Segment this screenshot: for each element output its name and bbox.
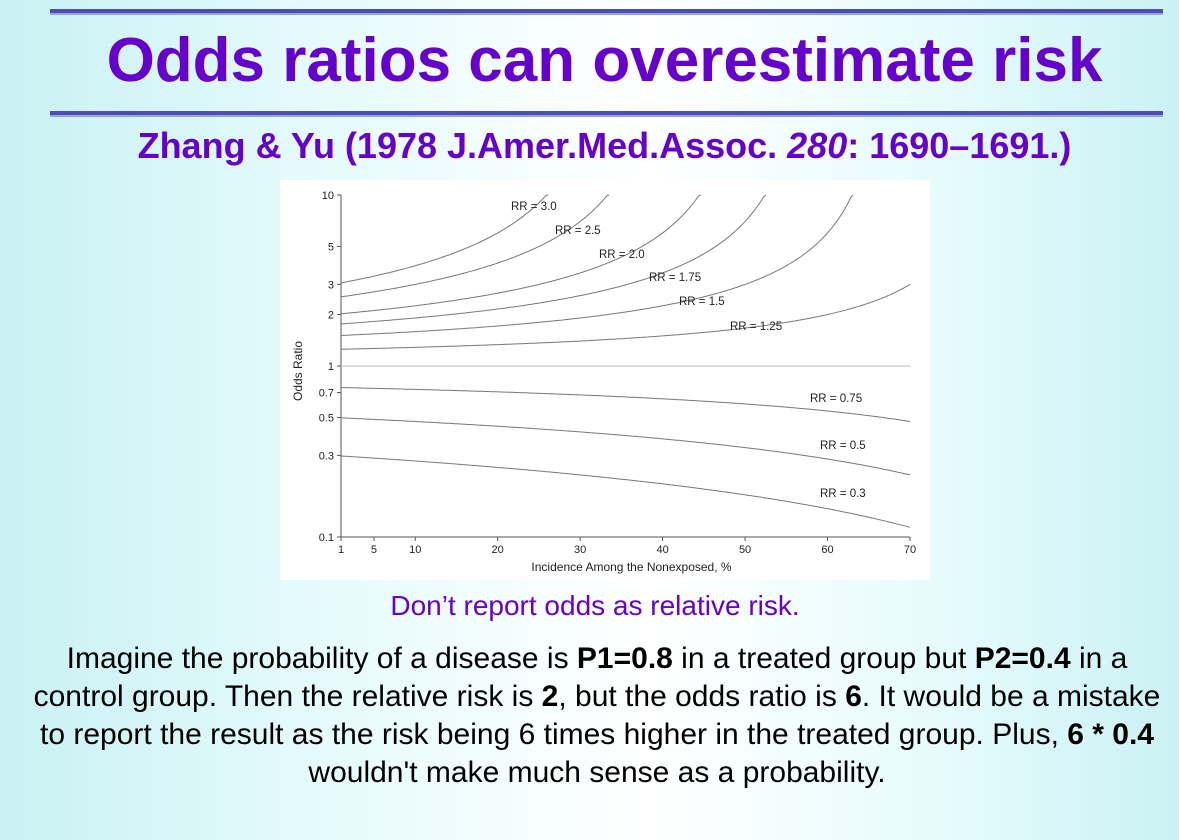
curve-rr-2-5 [340, 194, 610, 298]
body-bold-p1: P1=0.8 [576, 642, 673, 675]
y-axis-title: Odds Ratio [291, 341, 305, 401]
y-tick-label: 10 [322, 190, 334, 202]
y-tick-label: 5 [328, 241, 334, 253]
curve-label-rr-0-3: RR = 0.3 [820, 488, 866, 500]
curve-label-rr-1-25: RR = 1.25 [730, 321, 782, 333]
y-tick-label: 0.5 [319, 412, 334, 424]
body-text-2: in a treated group but [672, 642, 975, 675]
chart-curves [340, 194, 911, 528]
body-paragraph: Imagine the probability of a disease is … [22, 640, 1172, 792]
x-tick-label: 60 [821, 544, 833, 556]
y-tick-label: 0.1 [319, 532, 334, 544]
citation: Zhang & Yu (1978 J.Amer.Med.Assoc. 280: … [0, 124, 1179, 168]
citation-text-end: : 1690–1691.) [847, 125, 1072, 166]
slide-title: Odds ratios can overestimate risk [106, 26, 1103, 95]
curve-rr-0-75 [341, 387, 911, 422]
x-tick-label: 30 [574, 544, 586, 556]
x-tick-label: 10 [409, 544, 421, 556]
odds-ratio-chart: 1 5 10 20 30 40 50 60 70 0.1 0.3 0.5 0.7 1 2 3 5 10 Incide… [291, 190, 916, 574]
x-tick-label: 70 [904, 544, 916, 556]
caption: Don’t report odds as relative risk. [390, 590, 800, 621]
body-text-1: Imagine the probability of a disease is [66, 642, 577, 675]
body-text-4: , but the odds ratio is [558, 680, 846, 713]
curve-label-rr-2-5: RR = 2.5 [555, 225, 601, 237]
y-tick-label: 1 [328, 361, 334, 373]
body-bold-product: 6 * 0.4 [1067, 718, 1154, 751]
body-bold-p2: P2=0.4 [974, 642, 1071, 675]
title-rule-top [50, 9, 1163, 15]
curve-label-rr-2-0: RR = 2.0 [599, 249, 645, 261]
chart-labels: RR = 3.0 RR = 2.5 RR = 2.0 RR = 1.75 RR = 1.… [511, 201, 866, 500]
curve-label-rr-1-75: RR = 1.75 [649, 272, 701, 284]
curve-rr-1-75 [340, 194, 767, 325]
curve-rr-3-0 [340, 194, 549, 284]
curve-rr-1-25 [341, 283, 911, 350]
y-tick-label: 0.7 [319, 387, 334, 399]
body-text-5: . It would be a mistake to report the re… [40, 680, 1161, 751]
x-tick-label: 5 [371, 544, 377, 556]
chart-axes: 1 5 10 20 30 40 50 60 70 0.1 0.3 0.5 0.7 1 2 3 5 10 Incide… [291, 190, 916, 574]
citation-volume: 280 [787, 125, 848, 166]
body-text-3: in a control group. Then the relative ri… [33, 642, 1128, 713]
body-bold-or: 6 [845, 680, 862, 713]
title-rule-bottom [50, 111, 1163, 117]
x-tick-label: 20 [492, 544, 504, 556]
curve-rr-0-5 [341, 417, 911, 476]
curve-rr-1-5 [340, 194, 854, 336]
body-bold-rr: 2 [541, 680, 559, 713]
citation-text-start: Zhang & Yu (1978 J.Amer.Med.Assoc. [137, 125, 788, 166]
y-tick-label: 3 [328, 279, 334, 291]
curve-rr-0-3 [340, 455, 911, 528]
curve-label-rr-3-0: RR = 3.0 [511, 201, 557, 213]
y-tick-label: 0.3 [319, 450, 334, 462]
curve-label-rr-0-75: RR = 0.75 [810, 393, 862, 405]
x-axis-title: Incidence Among the Nonexposed, % [531, 560, 731, 574]
curve-label-rr-0-5: RR = 0.5 [820, 440, 866, 452]
curve-rr-2-0 [340, 194, 701, 315]
x-tick-label: 1 [338, 544, 344, 556]
x-tick-label: 50 [739, 544, 751, 556]
curve-label-rr-1-5: RR = 1.5 [679, 296, 725, 308]
chart-panel: 1 5 10 20 30 40 50 60 70 0.1 0.3 0.5 0.7 1 2 3 5 10 Incide… [280, 180, 930, 580]
body-text-6: wouldn't make much sense as a probabilit… [308, 756, 886, 789]
x-tick-label: 40 [656, 544, 668, 556]
y-tick-label: 2 [328, 310, 334, 322]
